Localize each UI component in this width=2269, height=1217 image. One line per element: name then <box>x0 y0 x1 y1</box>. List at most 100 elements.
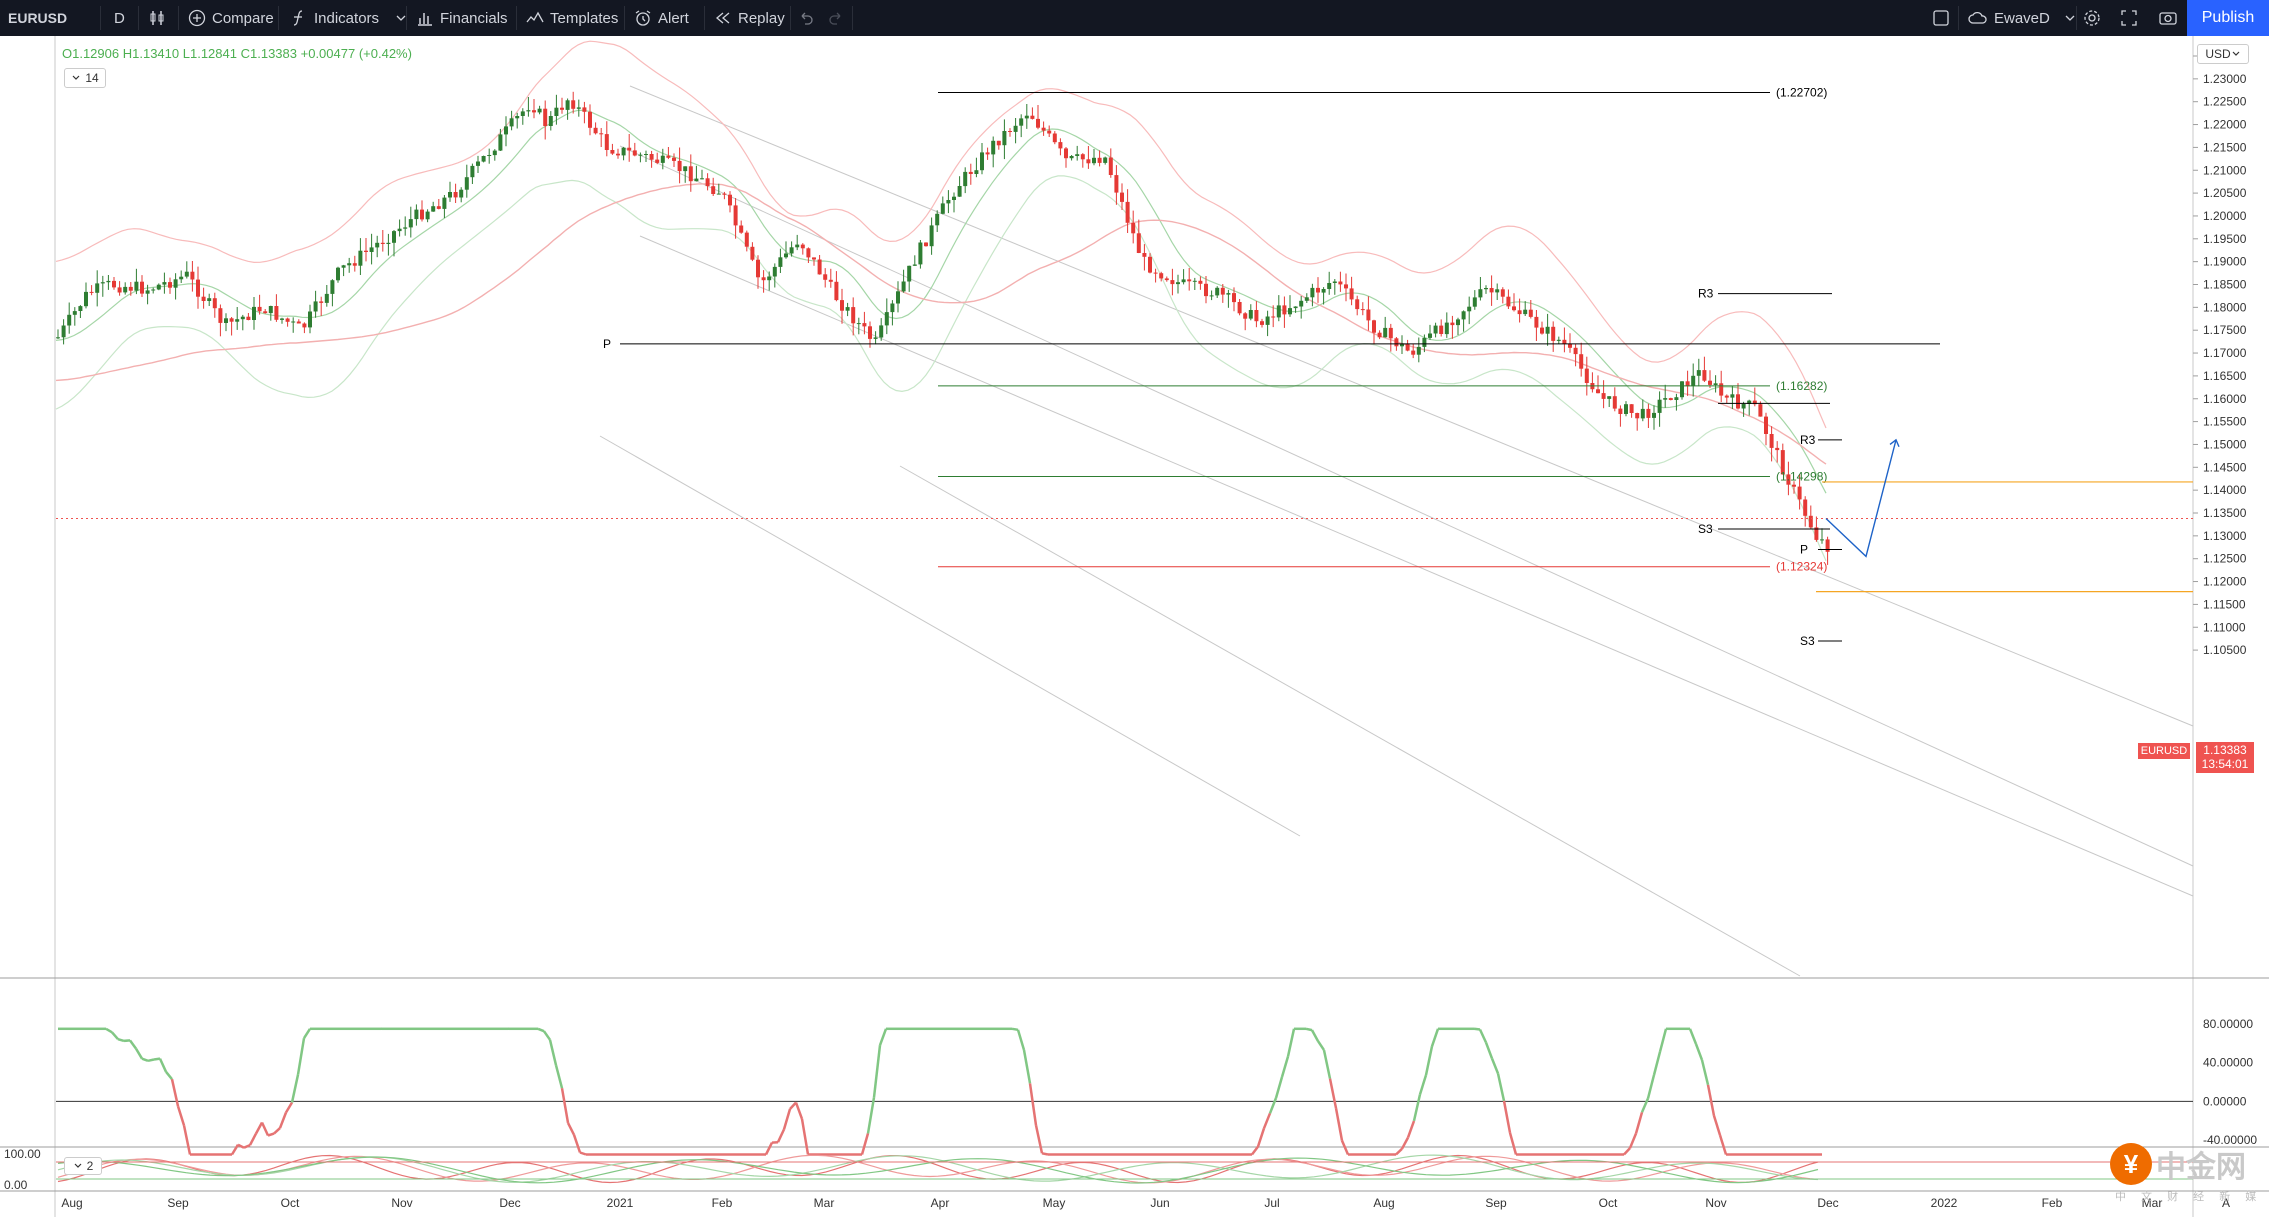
candle-body <box>1041 127 1046 131</box>
candle-body <box>767 276 772 281</box>
candle-body <box>1372 320 1376 333</box>
candle-body <box>1719 383 1724 396</box>
channel-line <box>599 435 1301 837</box>
candle-body <box>448 192 452 198</box>
osc-segment <box>866 1097 876 1134</box>
candle-body <box>649 154 654 160</box>
candle-body <box>67 314 72 326</box>
candle-body <box>1086 159 1091 164</box>
time-tick-label: Feb <box>712 1196 733 1210</box>
candle-body <box>1097 157 1102 163</box>
candle-body <box>772 266 777 277</box>
osc-segment <box>1406 1120 1416 1139</box>
alert-button[interactable]: Alert <box>634 0 689 36</box>
osc-segment <box>243 1143 251 1149</box>
osc-segment <box>1694 1043 1704 1061</box>
layout-menu-button[interactable]: EwaveD <box>1968 0 2076 36</box>
gear-icon <box>2084 10 2100 26</box>
redo-button[interactable] <box>828 0 844 36</box>
candle-body <box>1769 434 1774 448</box>
replay-button[interactable]: Replay <box>714 0 785 36</box>
symbol-price-tag: EURUSD <box>2138 743 2190 759</box>
fullscreen-layout-button[interactable] <box>1932 0 1950 36</box>
settings-button[interactable] <box>2082 0 2102 36</box>
candle-body <box>968 171 973 174</box>
candle-body <box>980 152 984 171</box>
candle-body <box>537 108 542 113</box>
candle-body <box>593 127 598 134</box>
chart-type-button[interactable] <box>148 0 166 36</box>
brand-logo-icon: ¥ <box>2110 1143 2152 1185</box>
osc-segment <box>1268 1097 1278 1114</box>
osc-segment <box>1400 1137 1410 1150</box>
candle-body <box>1814 527 1819 540</box>
candle-body <box>201 296 206 301</box>
undo-button[interactable] <box>798 0 814 36</box>
fullscreen-button[interactable] <box>2120 0 2138 36</box>
candle-body <box>1131 222 1136 234</box>
compare-button[interactable]: Compare <box>188 0 274 36</box>
osc-segment <box>111 1031 119 1041</box>
candle-body <box>341 265 346 268</box>
candle-body <box>789 247 794 254</box>
candle-body <box>918 242 923 265</box>
candle-body <box>1411 350 1416 355</box>
publish-button[interactable]: Publish <box>2187 0 2269 36</box>
candle-body <box>1820 539 1824 541</box>
chevron-down-icon <box>72 75 80 80</box>
symbol-search-button[interactable]: EURUSD <box>8 0 67 36</box>
osc-segment <box>782 1108 792 1130</box>
candle-body <box>1618 408 1623 414</box>
candle-body <box>1730 394 1735 398</box>
candle-body <box>1008 131 1012 132</box>
osc-segment <box>1424 1046 1434 1076</box>
price-tick-label: 1.14500 <box>2203 460 2247 474</box>
time-tick-label: Mar <box>2142 1196 2163 1210</box>
osc-segment <box>128 1039 138 1050</box>
interval-button[interactable]: D <box>114 0 125 36</box>
plus-circle-icon <box>188 9 206 27</box>
candle-body <box>1349 288 1354 300</box>
candle-body <box>840 300 844 311</box>
price-chart[interactable]: (1.22702) (1.16282) (1.14298) (1.12324) P R3 R… <box>0 36 2269 1217</box>
indicator-toggle[interactable]: 14 <box>64 68 106 88</box>
candle-body <box>1338 281 1343 285</box>
indicators-button[interactable]: Indicators <box>290 0 407 36</box>
lower-pane-toggle[interactable]: 2 <box>64 1157 102 1175</box>
candle-body <box>184 271 189 277</box>
candle-body <box>711 186 716 194</box>
osc-segment <box>1395 1147 1403 1156</box>
ohlc-change: +0.00477 (+0.42%) <box>300 46 412 61</box>
osc-segment <box>764 1142 774 1156</box>
candle-body <box>1288 308 1292 315</box>
candle-body <box>145 290 150 294</box>
financials-label: Financials <box>440 9 508 27</box>
candle-body <box>1344 284 1348 289</box>
candle-body <box>1058 142 1063 149</box>
candle-body <box>1103 157 1108 163</box>
candle-body <box>1663 398 1668 400</box>
financials-button[interactable]: Financials <box>416 0 508 36</box>
osc-segment <box>572 1134 582 1153</box>
osc-segment <box>860 1133 870 1155</box>
price-tick-label: 1.22500 <box>2203 95 2247 109</box>
candle-body <box>1646 408 1651 418</box>
osc-segment <box>1430 1028 1440 1047</box>
candle-body <box>1075 154 1080 156</box>
candle-body <box>140 281 144 294</box>
time-tick-label: Sep <box>1485 1196 1507 1210</box>
candle-body <box>800 244 805 249</box>
currency-selector[interactable]: USD <box>2197 44 2249 64</box>
candle-body <box>1013 125 1018 132</box>
candle-body <box>1064 148 1068 159</box>
templates-button[interactable]: Templates <box>526 0 618 36</box>
candle-body <box>616 153 620 156</box>
fib-level-label: (1.22702) <box>1776 85 1827 99</box>
snapshot-button[interactable] <box>2158 0 2178 36</box>
candle-body <box>655 159 660 163</box>
osc-segment <box>296 1037 306 1075</box>
candle-body <box>582 107 587 112</box>
osc-segment <box>554 1064 564 1089</box>
candle-body <box>532 110 536 113</box>
candle-body <box>1489 288 1494 293</box>
